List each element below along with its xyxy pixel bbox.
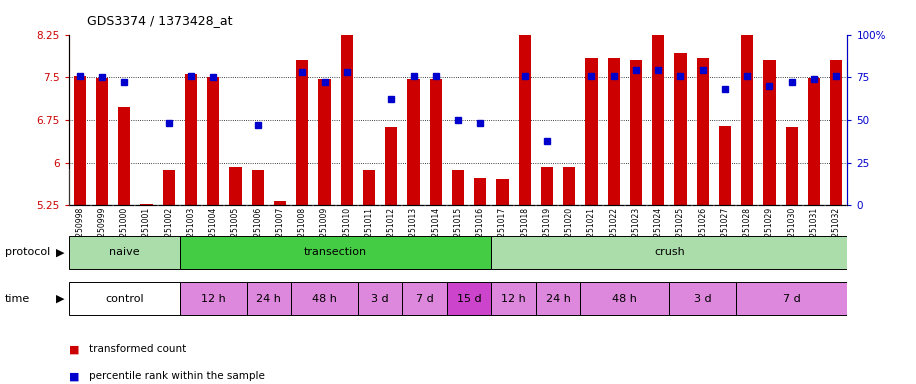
Bar [719, 126, 731, 205]
Text: 3 d: 3 d [371, 293, 389, 304]
Text: crush: crush [654, 247, 684, 258]
Bar [69, 282, 180, 315]
Bar [140, 204, 153, 205]
Bar [180, 282, 246, 315]
Bar [496, 179, 508, 205]
Bar [674, 53, 687, 205]
Text: 12 h: 12 h [501, 293, 526, 304]
Bar [536, 282, 581, 315]
Text: transection: transection [304, 247, 367, 258]
Bar [491, 282, 536, 315]
Bar [581, 282, 670, 315]
Bar [540, 167, 553, 205]
Bar [736, 282, 847, 315]
Bar [229, 167, 242, 205]
Text: transformed count: transformed count [89, 344, 186, 354]
Bar [491, 236, 847, 269]
Bar [163, 170, 175, 205]
Text: percentile rank within the sample: percentile rank within the sample [89, 371, 265, 381]
Bar [274, 202, 286, 205]
Bar [291, 282, 358, 315]
Bar [408, 79, 420, 205]
Bar [452, 170, 464, 205]
Text: ■: ■ [69, 344, 79, 354]
Bar [296, 60, 309, 205]
Bar [430, 79, 442, 205]
Bar [585, 58, 597, 205]
Bar [207, 77, 220, 205]
Text: ■: ■ [69, 371, 79, 381]
Bar [518, 11, 531, 205]
Text: 24 h: 24 h [256, 293, 281, 304]
Bar [246, 282, 291, 315]
Bar [319, 79, 331, 205]
Text: protocol: protocol [5, 247, 49, 258]
Bar [185, 74, 197, 205]
Text: 7 d: 7 d [783, 293, 801, 304]
Bar [363, 170, 376, 205]
Bar [385, 127, 398, 205]
Text: ▶: ▶ [56, 293, 64, 304]
Bar [69, 236, 180, 269]
Text: 24 h: 24 h [546, 293, 571, 304]
Bar [786, 127, 798, 205]
Bar [763, 60, 776, 205]
Bar [630, 60, 642, 205]
Text: 7 d: 7 d [416, 293, 433, 304]
Bar [474, 178, 486, 205]
Bar [73, 76, 86, 205]
Bar [830, 60, 843, 205]
Bar [696, 58, 709, 205]
Bar [118, 107, 130, 205]
Bar [96, 78, 108, 205]
Bar [252, 170, 264, 205]
Bar [741, 29, 753, 205]
Bar [652, 11, 664, 205]
Text: naive: naive [109, 247, 139, 258]
Bar [180, 236, 491, 269]
Text: 12 h: 12 h [201, 293, 225, 304]
Text: time: time [5, 293, 30, 304]
Text: GDS3374 / 1373428_at: GDS3374 / 1373428_at [87, 14, 233, 27]
Bar [607, 58, 620, 205]
Bar [402, 282, 447, 315]
Bar [358, 282, 402, 315]
Text: 48 h: 48 h [613, 293, 638, 304]
Bar [447, 282, 491, 315]
Bar [341, 29, 353, 205]
Bar [563, 167, 575, 205]
Text: ▶: ▶ [56, 247, 64, 258]
Text: control: control [105, 293, 144, 304]
Text: 3 d: 3 d [694, 293, 712, 304]
Bar [670, 282, 736, 315]
Text: 15 d: 15 d [457, 293, 482, 304]
Bar [808, 78, 820, 205]
Text: 48 h: 48 h [312, 293, 337, 304]
